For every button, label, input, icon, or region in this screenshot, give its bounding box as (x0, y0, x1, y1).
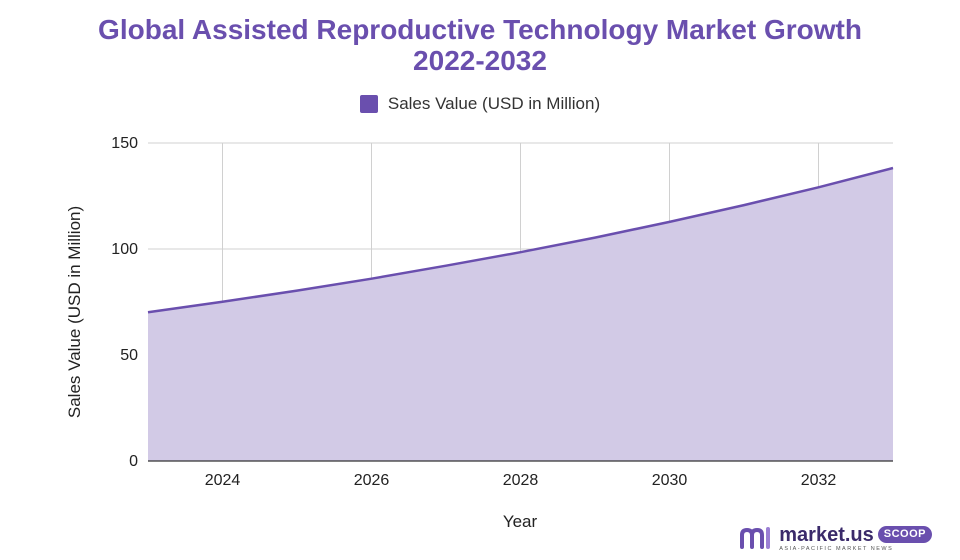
market-us-logo-icon (740, 527, 771, 550)
chart-title-line2: 2022-2032 (413, 45, 547, 76)
x-tick-label: 2024 (205, 472, 241, 489)
chart-tick-labels: 0 50 100 150 2024 2026 2028 2030 2032 (111, 135, 836, 489)
y-tick-label: 0 (129, 453, 138, 470)
brand-tagline: ASIA-PACIFIC MARKET NEWS (779, 545, 894, 552)
x-tick-label: 2032 (801, 472, 837, 489)
brand-name-row: market.us SCOOP (779, 525, 932, 545)
brand-text: market.us SCOOP ASIA-PACIFIC MARKET NEWS (779, 525, 932, 553)
legend-label: Sales Value (USD in Million) (387, 94, 601, 113)
y-axis-title: Sales Value (USD in Million) (65, 206, 84, 418)
y-tick-label: 100 (111, 241, 138, 258)
x-tick-label: 2028 (503, 472, 539, 489)
brand-logo: market.us SCOOP ASIA-PACIFIC MARKET NEWS (739, 525, 932, 553)
area-fill (148, 168, 893, 461)
brand-badge: SCOOP (877, 526, 932, 543)
y-tick-label: 50 (120, 347, 138, 364)
series-points (147, 167, 894, 313)
x-tick-label: 2030 (652, 472, 688, 489)
y-tick-label: 150 (111, 135, 138, 152)
brand-name: market.us (779, 523, 874, 546)
x-axis-title: Year (503, 512, 538, 531)
chart-title: Global Assisted Reproductive Technology … (0, 14, 960, 76)
chart-title-line1: Global Assisted Reproductive Technology … (98, 14, 862, 45)
legend-swatch (359, 95, 378, 113)
chart-legend: Sales Value (USD in Million) (0, 94, 960, 114)
x-tick-label: 2026 (354, 472, 390, 489)
